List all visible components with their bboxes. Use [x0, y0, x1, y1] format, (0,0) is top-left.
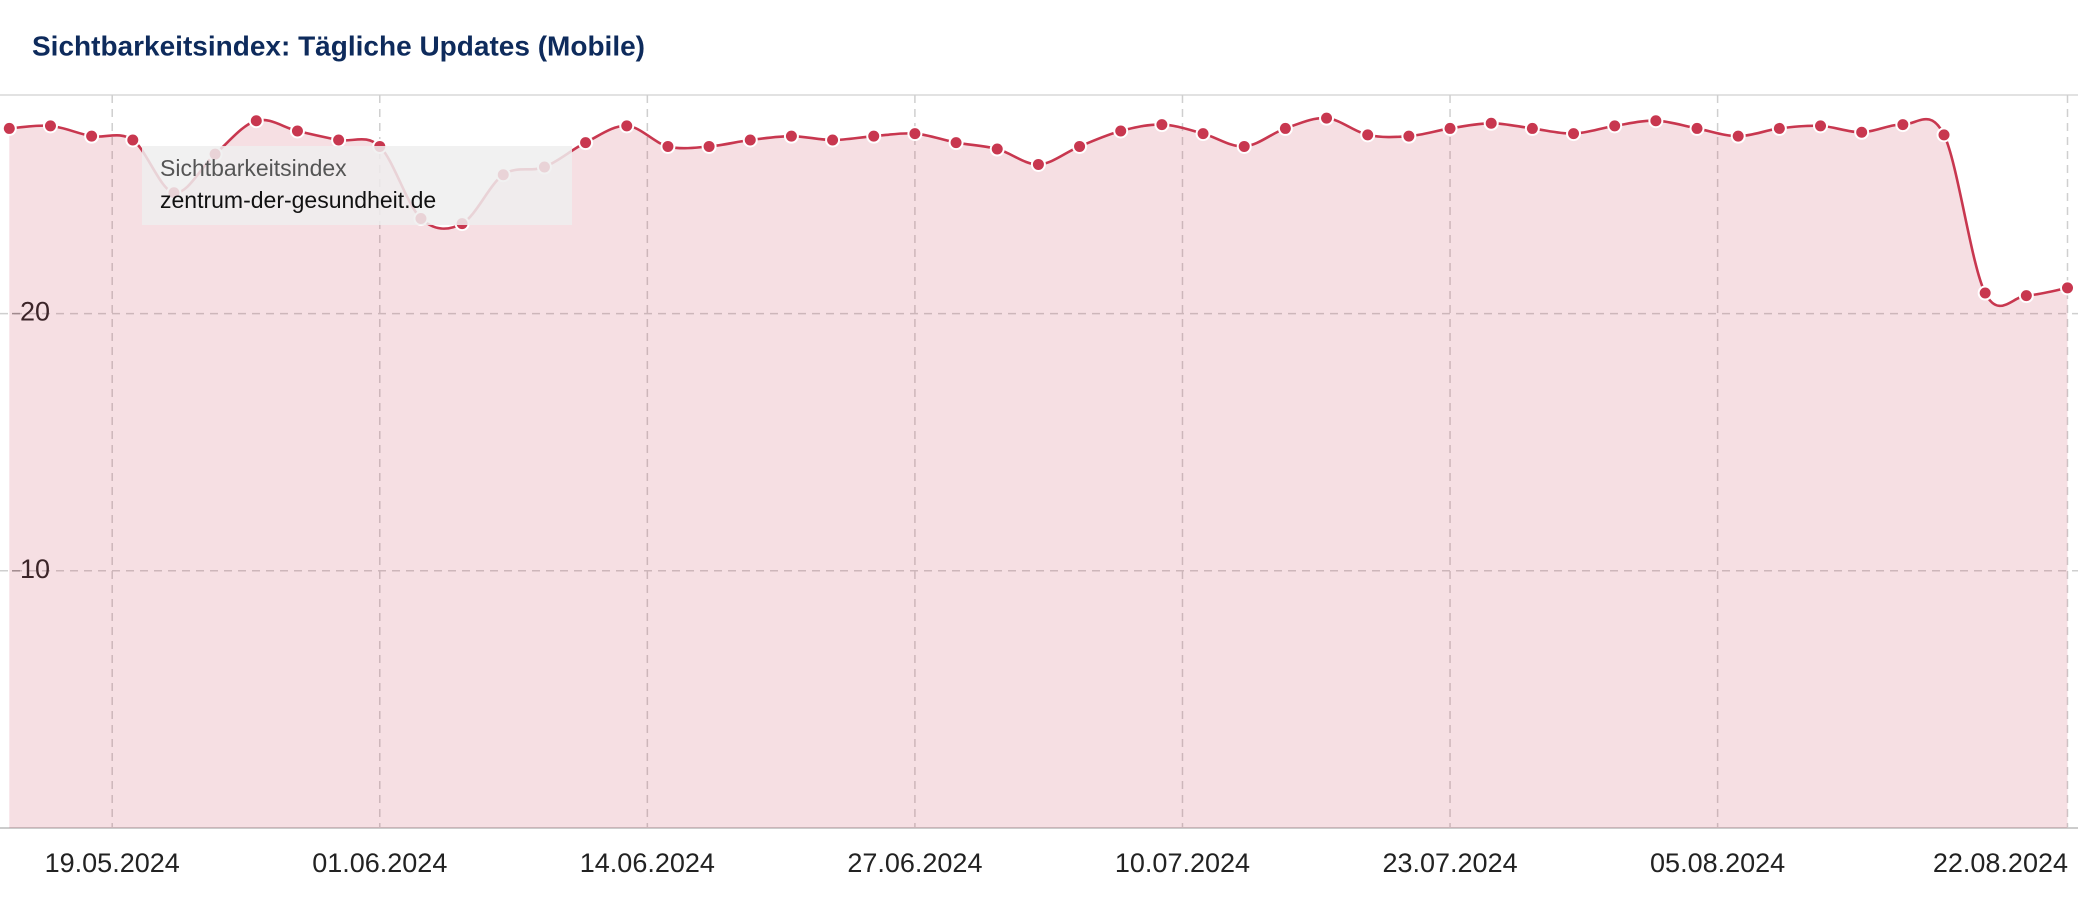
- point: [1936, 127, 1952, 143]
- point: [1236, 138, 1252, 154]
- point: [248, 113, 264, 129]
- point: [1895, 117, 1911, 133]
- tooltip-title: Sichtbarkeitsindex: [160, 155, 347, 181]
- tooltip: Sichtbarkeitsindex zentrum-der-gesundheit…: [142, 146, 572, 225]
- point: [1, 120, 17, 136]
- point: [742, 132, 758, 148]
- chart-title: Sichtbarkeitsindex: Tägliche Updates (Mo…: [32, 30, 645, 61]
- x-tick-label: 22.08.2024: [1933, 848, 2068, 878]
- point: [84, 128, 100, 144]
- x-tick-label: 23.07.2024: [1382, 848, 1517, 878]
- point: [1154, 117, 1170, 133]
- point: [42, 118, 58, 134]
- point: [1730, 128, 1746, 144]
- x-tick-label: 01.06.2024: [312, 848, 447, 878]
- point: [1401, 128, 1417, 144]
- point: [1771, 120, 1787, 136]
- y-tick-label: 10: [20, 554, 50, 584]
- point: [1030, 156, 1046, 172]
- point: [2060, 280, 2075, 296]
- point: [1442, 120, 1458, 136]
- point: [1319, 110, 1335, 126]
- point: [1648, 113, 1664, 129]
- point: [866, 128, 882, 144]
- point: [1277, 120, 1293, 136]
- point: [1977, 285, 1993, 301]
- x-tick-label: 14.06.2024: [580, 848, 715, 878]
- x-tick-label: 19.05.2024: [45, 848, 180, 878]
- x-tick-label: 10.07.2024: [1115, 848, 1250, 878]
- point: [1072, 138, 1088, 154]
- point: [578, 135, 594, 151]
- point: [1483, 115, 1499, 131]
- area: [9, 118, 2068, 828]
- tooltip-box: [142, 146, 572, 225]
- point: [331, 132, 347, 148]
- point: [783, 128, 799, 144]
- point: [1854, 124, 1870, 140]
- tooltip-label: zentrum-der-gesundheit.de: [160, 187, 436, 213]
- point: [1566, 126, 1582, 142]
- point: [125, 132, 141, 148]
- point: [289, 123, 305, 139]
- point: [907, 126, 923, 142]
- point: [1360, 127, 1376, 143]
- x-tick-label: 27.06.2024: [847, 848, 982, 878]
- point: [1607, 118, 1623, 134]
- point: [619, 118, 635, 134]
- point: [948, 135, 964, 151]
- point: [1813, 118, 1829, 134]
- point: [701, 138, 717, 154]
- point: [1113, 123, 1129, 139]
- point: [1524, 120, 1540, 136]
- point: [1689, 120, 1705, 136]
- point: [989, 141, 1005, 157]
- point: [1195, 126, 1211, 142]
- point: [825, 132, 841, 148]
- point: [660, 138, 676, 154]
- point: [2018, 288, 2034, 304]
- y-tick-label: 20: [20, 297, 50, 327]
- x-tick-label: 05.08.2024: [1650, 848, 1785, 878]
